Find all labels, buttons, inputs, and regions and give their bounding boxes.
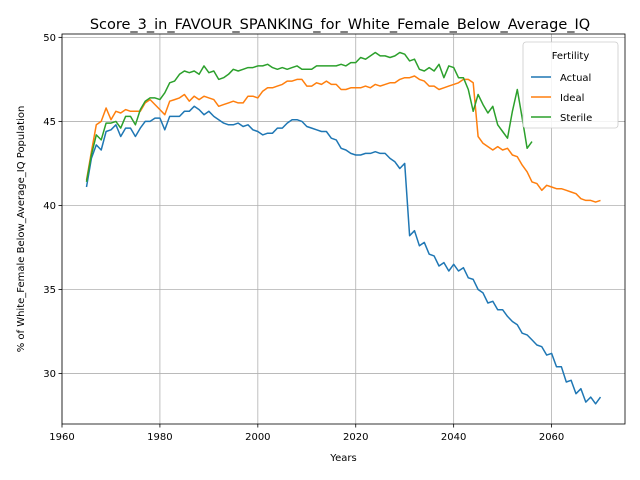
legend: Fertility Actual Ideal Sterile: [522, 41, 619, 129]
legend-box: [522, 41, 619, 129]
plot-frame: [61, 33, 626, 425]
y-tick-label: 40: [43, 201, 56, 212]
y-tick-label: 30: [43, 369, 56, 380]
legend-label-sterile: Sterile: [560, 113, 592, 124]
x-axis-ticks: 1960 1980 2000 2020 2040 2060: [49, 424, 564, 443]
x-tick-label: 1980: [147, 432, 172, 443]
series-line-actual: [85, 105, 602, 405]
x-tick-label: 2000: [245, 432, 270, 443]
y-axis-ticks: 30 35 40 45 50: [43, 33, 62, 380]
chart-title: Score_3_in_FAVOUR_SPANKING_for_White_Fem…: [90, 17, 590, 33]
y-tick-label: 45: [43, 117, 56, 128]
x-tick-label: 2040: [441, 432, 466, 443]
series-line-sterile: [85, 51, 533, 183]
series-lines: [85, 51, 602, 405]
series-line-ideal: [85, 75, 601, 203]
y-tick-label: 50: [43, 33, 56, 44]
y-tick-label: 35: [43, 285, 56, 296]
x-tick-label: 2020: [343, 432, 368, 443]
legend-label-actual: Actual: [560, 73, 591, 84]
legend-label-ideal: Ideal: [560, 93, 584, 104]
x-tick-label: 2060: [539, 432, 564, 443]
x-axis-label: Years: [329, 453, 356, 464]
y-axis-label: % of White_Female Below_Average_IQ Popul…: [16, 106, 27, 353]
legend-title: Fertility: [552, 51, 590, 62]
x-tick-label: 1960: [49, 432, 74, 443]
